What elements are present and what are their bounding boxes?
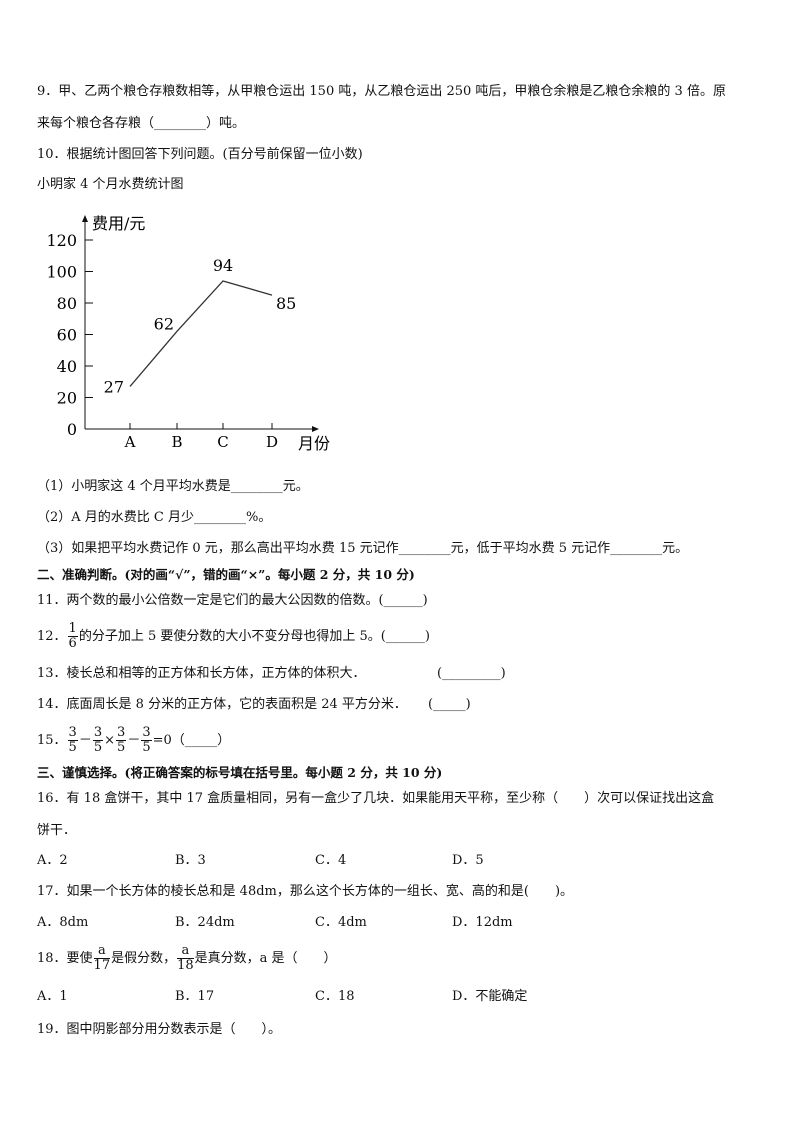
data-label: 27 xyxy=(104,377,124,396)
minus-sign: － xyxy=(127,733,141,748)
q18-option-d[interactable]: D．不能确定 xyxy=(452,989,528,1004)
numerator: 3 xyxy=(141,725,152,741)
x-tick-label: D xyxy=(266,433,278,451)
q16-option-a[interactable]: A．2 xyxy=(37,853,68,868)
numerator: 3 xyxy=(92,725,104,741)
q16-line1: 16．有 18 盒饼干，其中 17 盒质量相同，另有一盒少了几块．如果能用天平称… xyxy=(37,791,715,806)
y-axis-label: 费用/元 xyxy=(92,214,145,233)
fraction: a 17 xyxy=(93,944,111,973)
q18-mid: 是假分数， xyxy=(111,951,177,966)
denominator: 5 xyxy=(68,740,77,755)
q19: 19．图中阴影部分用分数表示是（ ）。 xyxy=(37,1022,282,1037)
q18-option-c[interactable]: C．18 xyxy=(315,989,355,1004)
denominator: 18 xyxy=(177,958,194,973)
q10-sub2: （2）A 月的水费比 C 月少________%。 xyxy=(37,510,272,525)
denominator: 5 xyxy=(142,740,151,755)
q10-sub3: （3）如果把平均水费记作 0 元，那么高出平均水费 15 元记作________… xyxy=(37,541,689,556)
data-label: 85 xyxy=(276,294,296,313)
numerator: 1 xyxy=(67,621,78,637)
q16-line2: 饼干． xyxy=(37,823,77,838)
q10-text: 10．根据统计图回答下列问题。(百分号前保留一位小数) xyxy=(37,147,363,162)
data-label: 62 xyxy=(154,314,174,333)
y-tick-label: 40 xyxy=(57,357,77,376)
numerator: 3 xyxy=(67,725,78,741)
q12-prefix: 12． xyxy=(37,629,67,644)
q14-answer-blank[interactable]: (_____) xyxy=(428,697,471,712)
q15-prefix: 15． xyxy=(37,733,67,748)
q18-prefix: 18．要使 xyxy=(37,951,93,966)
q18-option-a[interactable]: A．1 xyxy=(37,989,68,1004)
q15: 15． 3 5 － 3 5 × 3 5 － 3 5 =0（_____） xyxy=(37,726,230,755)
q15-tail: =0（_____） xyxy=(152,733,231,748)
q11: 11．两个数的最小公倍数一定是它们的最大公因数的倍数。(______) xyxy=(37,593,428,608)
data-label: 94 xyxy=(213,256,233,275)
section3-heading: 三、谨慎选择。(将正确答案的标号填在括号里。每小题 2 分，共 10 分) xyxy=(37,765,443,780)
minus-sign: － xyxy=(78,733,92,748)
times-sign: × xyxy=(104,733,116,748)
q17: 17．如果一个长方体的棱长总和是 48dm，那么这个长方体的一组长、宽、高的和是… xyxy=(37,884,574,899)
y-tick-label: 0 xyxy=(67,420,77,439)
x-tick-label: A xyxy=(124,433,136,451)
denominator: 5 xyxy=(117,740,126,755)
q17-option-a[interactable]: A．8dm xyxy=(37,915,89,930)
q16-option-c[interactable]: C．4 xyxy=(315,853,347,868)
y-tick-label: 60 xyxy=(57,326,77,345)
q13: 13．棱长总和相等的正方体和长方体，正方体的体积大． xyxy=(37,666,366,681)
numerator: a xyxy=(177,944,194,959)
chart-title: 小明家 4 个月水费统计图 xyxy=(37,177,184,192)
line-chart: 费用/元 月份 0 20 40 60 80 100 120 A B C D 27 62 94 85 xyxy=(46,214,330,453)
q9-line1: 9．甲、乙两个粮仓存粮数相等，从甲粮仓运出 150 吨，从乙粮仓运出 250 吨… xyxy=(37,84,726,99)
x-axis-label: 月份 xyxy=(298,434,330,453)
y-tick-label: 20 xyxy=(57,389,77,408)
q13-answer-blank[interactable]: (_________) xyxy=(437,666,506,681)
q16-option-d[interactable]: D．5 xyxy=(452,853,484,868)
numerator: 3 xyxy=(116,725,127,741)
y-tick-label: 120 xyxy=(46,231,77,250)
q14: 14．底面周长是 8 分米的正方体，它的表面积是 24 平方分米． xyxy=(37,697,407,712)
q16-option-b[interactable]: B．3 xyxy=(175,853,206,868)
series-line xyxy=(129,280,273,387)
q12-text: 的分子加上 5 要使分数的大小不变分母也得加上 5。(______) xyxy=(78,629,430,644)
denominator: 17 xyxy=(93,958,111,973)
q9-line2: 来每个粮仓各存粮（________）吨。 xyxy=(37,116,246,131)
denominator: 5 xyxy=(93,740,103,755)
denominator: 6 xyxy=(68,636,77,651)
q18-tail: 是真分数，a 是（ ） xyxy=(194,951,337,966)
q17-option-b[interactable]: B．24dm xyxy=(175,915,235,930)
q17-option-d[interactable]: D．12dm xyxy=(452,915,513,930)
q17-option-c[interactable]: C．4dm xyxy=(315,915,367,930)
y-tick-label: 100 xyxy=(46,263,77,282)
x-tick-label: B xyxy=(171,433,182,451)
q10-sub1: （1）小明家这 4 个月平均水费是________元。 xyxy=(37,479,309,494)
q12: 12． 1 6 的分子加上 5 要使分数的大小不变分母也得加上 5。(______) xyxy=(37,622,430,651)
x-tick-label: C xyxy=(217,433,228,451)
y-tick-label: 80 xyxy=(57,294,77,313)
section2-heading: 二、准确判断。(对的画“√”，错的画“×”。每小题 2 分，共 10 分) xyxy=(37,567,415,582)
q18: 18．要使 a 17 是假分数， a 18 是真分数，a 是（ ） xyxy=(37,944,337,973)
fraction: a 18 xyxy=(177,944,194,973)
q18-option-b[interactable]: B．17 xyxy=(175,989,215,1004)
numerator: a xyxy=(93,944,111,959)
